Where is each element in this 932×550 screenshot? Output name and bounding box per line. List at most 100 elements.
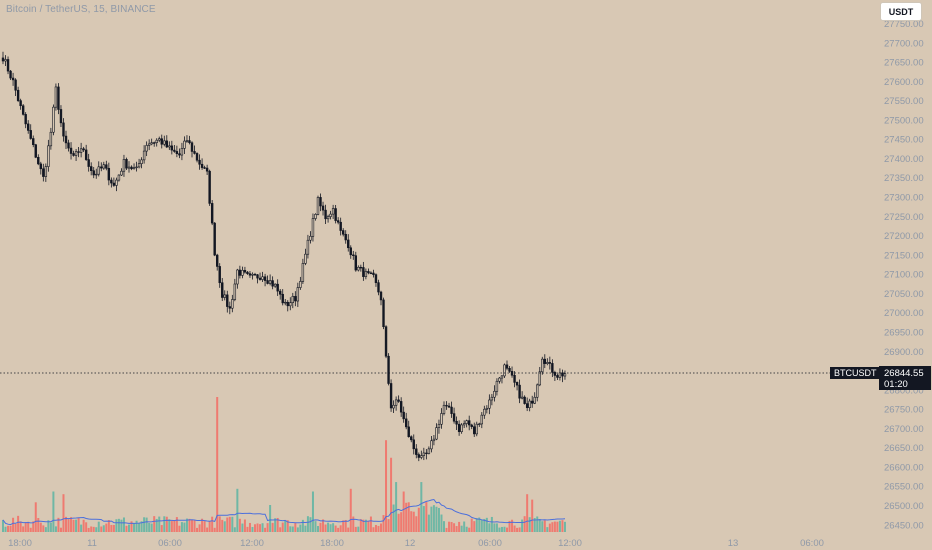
- volume-bar: [478, 517, 481, 532]
- volume-bar: [455, 526, 458, 532]
- volume-bar: [483, 518, 486, 532]
- volume-bar: [521, 519, 524, 532]
- candle-body: [364, 271, 368, 277]
- candle-body: [493, 390, 496, 398]
- candle-body: [231, 299, 234, 309]
- candle-body: [19, 100, 22, 107]
- candle-body: [241, 269, 244, 276]
- candle-body: [387, 355, 390, 384]
- volume-bar: [155, 518, 158, 532]
- volume-bar: [284, 521, 287, 532]
- candle-body: [155, 139, 158, 143]
- volume-bar: [380, 523, 382, 532]
- volume-bar: [218, 516, 221, 532]
- volume-bar: [223, 521, 226, 532]
- volume-bar: [168, 519, 171, 532]
- candle-body: [513, 374, 516, 383]
- candle-body: [90, 166, 93, 172]
- y-tick-label: 27000.00: [884, 308, 924, 319]
- candle-body: [52, 106, 55, 133]
- volume-bar: [369, 516, 372, 532]
- candle-body: [488, 399, 491, 409]
- volume-bar: [556, 521, 559, 532]
- price-axis[interactable]: 27750.00 27700.00 27650.00 27600.00 27550.00…: [884, 19, 924, 531]
- volume-bar: [511, 519, 514, 532]
- candle-body: [165, 140, 168, 148]
- candle-body: [190, 142, 194, 152]
- volume-bar: [367, 520, 370, 532]
- volume-bar: [203, 521, 206, 532]
- volume-bar: [75, 519, 78, 532]
- candle-body: [462, 423, 466, 426]
- volume-bar: [322, 519, 325, 532]
- candle-body: [115, 179, 118, 186]
- candle-body: [382, 299, 385, 327]
- candle-body: [334, 208, 337, 221]
- candle-body: [294, 296, 297, 302]
- volume-bar: [392, 504, 395, 532]
- candle-body: [500, 375, 504, 379]
- time-axis[interactable]: 18:00 11 06:00 12:00 18:00 12 06:00 12:00 13 06:0…: [8, 538, 824, 549]
- candle-body: [69, 147, 73, 154]
- candle-body: [422, 452, 426, 456]
- volume-bar: [465, 526, 468, 532]
- volume-bar: [528, 517, 531, 532]
- volume-bars: [2, 397, 566, 532]
- volume-bar: [558, 520, 561, 532]
- candle-body: [236, 269, 239, 285]
- candle-body: [518, 384, 521, 399]
- candle-body: [248, 273, 252, 276]
- volume-bar: [427, 514, 430, 532]
- x-tick-label: 18:00: [320, 538, 344, 549]
- candle-body: [4, 59, 7, 62]
- volume-bar: [359, 519, 362, 532]
- volume-bar: [362, 519, 365, 532]
- candle-body: [339, 221, 342, 231]
- volume-bar: [448, 521, 451, 532]
- candle-body: [54, 86, 58, 108]
- y-tick-label: 26650.00: [884, 443, 924, 454]
- candle-body: [291, 296, 294, 304]
- y-tick-label: 26500.00: [884, 501, 924, 512]
- x-tick-label: 11: [87, 538, 97, 549]
- volume-bar: [12, 517, 15, 532]
- candle-body: [195, 153, 199, 161]
- candle-body: [150, 142, 153, 145]
- candle-body: [213, 222, 216, 256]
- volume-bar: [382, 515, 385, 532]
- volume-bar: [420, 482, 423, 532]
- volume-bar: [533, 517, 536, 532]
- candle-body: [67, 142, 70, 149]
- volume-bar: [233, 527, 236, 532]
- candle-body: [95, 173, 98, 176]
- candle-body: [11, 77, 15, 81]
- candle-body: [284, 301, 287, 304]
- candle-body: [107, 167, 111, 181]
- volume-bar: [546, 527, 549, 532]
- volume-bar: [221, 519, 224, 532]
- volume-bar: [412, 511, 415, 532]
- volume-bar: [503, 526, 506, 532]
- candle-body: [357, 266, 360, 271]
- y-tick-label: 27100.00: [884, 270, 924, 281]
- volume-bar: [243, 519, 246, 532]
- candle-body: [9, 70, 12, 79]
- volume-bar: [468, 527, 471, 532]
- volume-bar: [415, 516, 418, 532]
- candle-body: [374, 274, 378, 283]
- candle-body: [508, 368, 511, 372]
- volume-bar: [301, 519, 304, 532]
- volume-bar: [165, 516, 168, 532]
- currency-button[interactable]: USDT: [880, 2, 922, 21]
- candle-body: [258, 277, 262, 280]
- volume-bar: [7, 525, 10, 532]
- volume-bar: [387, 519, 390, 532]
- candle-body: [417, 454, 420, 458]
- volume-bar: [332, 523, 335, 532]
- candle-body: [399, 401, 403, 413]
- candle-body: [256, 274, 259, 279]
- volume-bar: [276, 517, 279, 532]
- candle-body: [47, 145, 50, 167]
- candle-body: [495, 380, 499, 392]
